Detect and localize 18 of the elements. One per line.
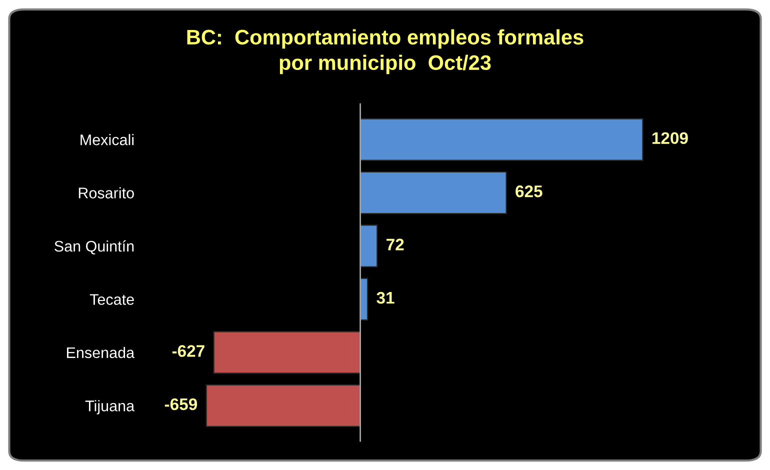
bar	[360, 118, 644, 161]
bar	[360, 171, 507, 214]
bar	[360, 224, 378, 268]
y-tick-label: Ensenada	[67, 346, 135, 358]
y-tick-label: San Quintín	[54, 240, 134, 254]
data-label: 625	[516, 185, 542, 198]
y-tick-label: Rosarito	[78, 187, 134, 198]
chart-title: BC: Comportamiento empleos formales por municipio Oct/23	[187, 29, 584, 74]
data-label: -627	[172, 345, 204, 357]
data-label: 72	[386, 238, 404, 250]
data-label: 1209	[652, 132, 688, 144]
data-label: 31	[376, 292, 394, 304]
bar	[213, 331, 361, 374]
bar	[206, 384, 361, 427]
y-tick-label: Mexicali	[80, 134, 134, 146]
y-tick-label: Tijuana	[85, 400, 135, 414]
y-tick-label: Tecate	[90, 294, 134, 305]
data-label: -659	[164, 398, 198, 410]
